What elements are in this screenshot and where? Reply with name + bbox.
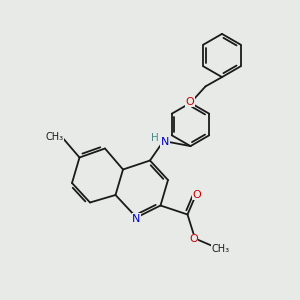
Text: N: N	[161, 137, 169, 147]
Text: H: H	[151, 134, 159, 143]
Text: CH₃: CH₃	[212, 244, 230, 254]
Text: O: O	[185, 97, 194, 106]
Text: N: N	[132, 214, 141, 224]
Text: O: O	[193, 190, 202, 200]
Text: O: O	[189, 235, 198, 244]
Text: CH₃: CH₃	[46, 133, 64, 142]
